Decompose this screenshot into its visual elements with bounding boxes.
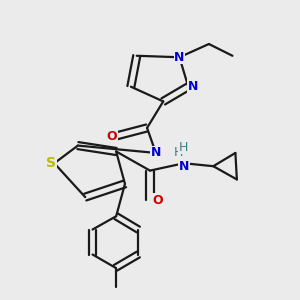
Text: N: N: [151, 146, 161, 159]
Text: H: H: [173, 146, 183, 159]
Text: N: N: [179, 160, 189, 173]
Text: S: S: [46, 156, 56, 170]
Text: N: N: [174, 51, 184, 64]
Text: O: O: [152, 194, 163, 207]
Text: O: O: [106, 130, 117, 143]
Text: H: H: [179, 141, 188, 154]
Text: N: N: [188, 80, 198, 93]
